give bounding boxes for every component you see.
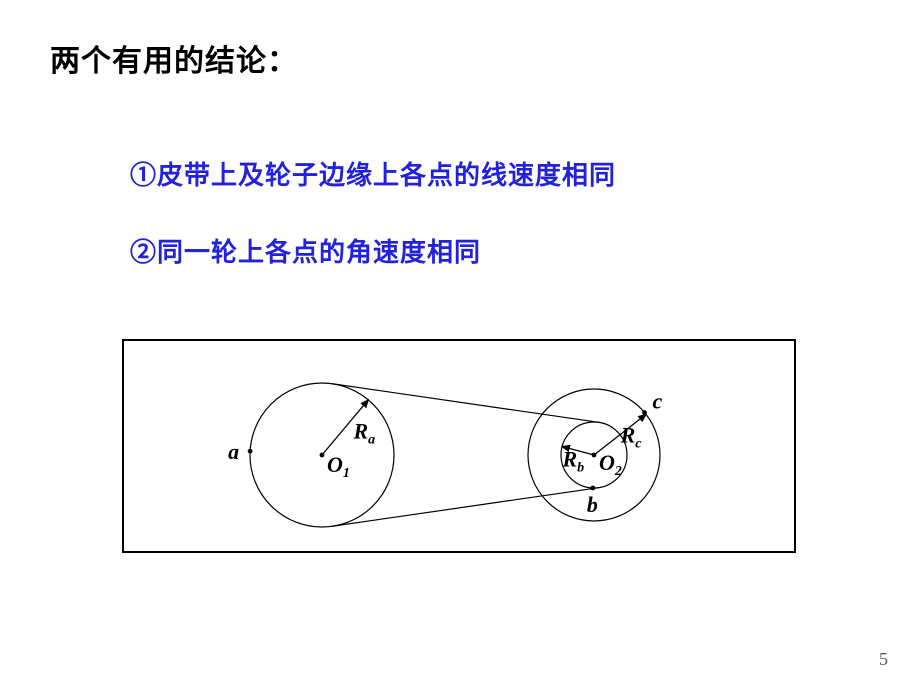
page-number: 5 [879,649,888,670]
page-title: 两个有用的结论： [50,36,298,80]
conclusion-1: ①皮带上及轮子边缘上各点的线速度相同 [130,155,616,192]
belt-diagram-box: O1 O2 Ra Rc Rb a b c [122,339,796,553]
belt-diagram: O1 O2 Ra Rc Rb a b c [124,341,794,551]
svg-text:O2: O2 [599,450,622,479]
svg-text:c: c [653,389,663,414]
svg-text:Ra: Ra [352,419,375,448]
svg-text:O1: O1 [327,452,350,481]
conclusion-2: ②同一轮上各点的角速度相同 [130,232,481,269]
svg-text:Rb: Rb [561,446,584,475]
svg-text:Rc: Rc [620,423,643,452]
svg-text:a: a [228,439,239,464]
svg-text:b: b [587,492,598,517]
